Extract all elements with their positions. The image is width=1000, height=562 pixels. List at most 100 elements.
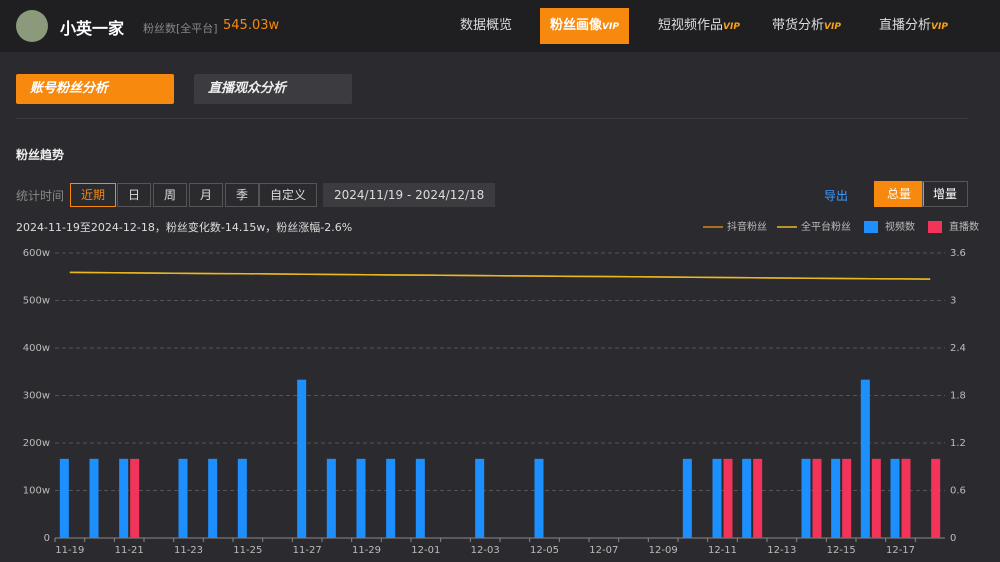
x-tick-label: 11-19 [55, 545, 84, 556]
export-button[interactable]: 导出 [824, 189, 849, 203]
y2-tick-label: 1.2 [950, 438, 966, 449]
bar [842, 458, 852, 538]
y2-tick-label: 3 [950, 296, 956, 307]
legend-label: 视频数 [885, 220, 915, 233]
vip-badge: VIP [931, 22, 948, 32]
bar [208, 458, 218, 538]
account-name: 小英一家 [60, 19, 125, 38]
legend-swatch [864, 221, 878, 233]
nav-item[interactable]: 数据概览 [450, 8, 522, 44]
x-tick-label: 11-21 [115, 545, 144, 556]
bar [415, 458, 425, 538]
bar [89, 458, 99, 538]
filter-option[interactable]: 周 [153, 183, 188, 207]
bar [237, 458, 247, 538]
nav-label: 粉丝画像 [550, 18, 603, 33]
bar [130, 458, 140, 538]
y2-tick-label: 0.6 [950, 486, 966, 497]
nav-item[interactable]: 带货分析VIP [762, 8, 851, 44]
legend-label: 直播数 [949, 220, 979, 233]
bar [682, 458, 692, 538]
filter-option[interactable]: 月 [189, 183, 224, 207]
bar [326, 458, 336, 538]
nav-item[interactable]: 短视频作品VIP [648, 8, 750, 44]
tab-strip [16, 62, 968, 119]
bar [119, 458, 129, 538]
y2-tick-label: 1.8 [950, 391, 966, 402]
y-tick-label: 100w [23, 486, 50, 497]
header: 小英一家 粉丝数[全平台] 545.03w 数据概览 粉丝画像VIP 短视频作品… [0, 0, 1000, 52]
tab[interactable]: 直播观众分析 [194, 74, 352, 104]
nav-label: 数据概览 [460, 18, 513, 33]
fans-value: 545.03w [223, 18, 280, 33]
y-tick-label: 500w [23, 296, 50, 307]
avatar [16, 10, 48, 42]
x-tick-label: 12-03 [471, 545, 500, 556]
bar [871, 458, 881, 538]
fans-label: 粉丝数[全平台] [143, 22, 218, 35]
bar [297, 379, 307, 538]
x-tick-label: 12-09 [649, 545, 678, 556]
x-tick-label: 12-05 [530, 545, 559, 556]
x-tick-label: 11-25 [233, 545, 262, 556]
y-tick-label: 200w [23, 438, 50, 449]
mode-button[interactable]: 总量 [874, 181, 925, 207]
legend-label: 抖音粉丝 [727, 220, 767, 233]
nav-label: 直播分析 [879, 18, 932, 33]
bar [901, 458, 911, 538]
y-tick-label: 600w [23, 248, 50, 259]
date-range[interactable]: 2024/11/19 - 2024/12/18 [323, 183, 496, 207]
mode-button[interactable]: 增量 [922, 181, 969, 207]
x-tick-label: 12-07 [589, 545, 618, 556]
nav-label: 带货分析 [772, 18, 825, 33]
bar [178, 458, 188, 538]
bar [386, 458, 396, 538]
vip-badge: VIP [824, 22, 841, 32]
bar [712, 458, 722, 538]
bar [801, 458, 811, 538]
filter-option[interactable]: 自定义 [259, 183, 318, 207]
section-title: 粉丝趋势 [16, 148, 65, 162]
filter-option[interactable]: 日 [117, 183, 152, 207]
vip-badge: VIP [602, 22, 619, 32]
filter-label: 统计时间 [16, 189, 65, 203]
nav-item[interactable]: 直播分析VIP [869, 8, 958, 44]
vip-badge: VIP [723, 22, 740, 32]
x-tick-label: 11-23 [174, 545, 203, 556]
nav-item[interactable]: 粉丝画像VIP [540, 8, 629, 44]
bar [356, 458, 366, 538]
x-tick-label: 11-29 [352, 545, 381, 556]
x-tick-label: 12-13 [767, 545, 796, 556]
bar [475, 458, 485, 538]
bar [812, 458, 822, 538]
filter-option[interactable]: 近期 [70, 183, 117, 207]
chart-subtitle: 2024-11-19至2024-12-18，粉丝变化数-14.15w，粉丝涨幅-… [16, 221, 353, 234]
x-tick-label: 12-11 [708, 545, 737, 556]
bar [742, 458, 752, 538]
legend-label: 全平台粉丝 [801, 220, 851, 233]
line [69, 271, 931, 280]
bar [723, 458, 733, 538]
bar [890, 458, 900, 538]
bar [753, 458, 763, 538]
y2-tick-label: 0 [950, 533, 956, 544]
x-tick-label: 11-27 [293, 545, 322, 556]
y-tick-label: 400w [23, 343, 50, 354]
y-tick-label: 300w [23, 391, 50, 402]
bar [59, 458, 69, 538]
nav-label: 短视频作品 [658, 18, 724, 33]
bar [931, 458, 941, 538]
x-tick-label: 12-17 [886, 545, 915, 556]
x-tick-label: 12-01 [411, 545, 440, 556]
bar [831, 458, 841, 538]
filter-option[interactable]: 季 [225, 183, 260, 207]
legend-swatch [928, 221, 942, 233]
y2-tick-label: 3.6 [950, 248, 966, 259]
y2-tick-label: 2.4 [950, 343, 966, 354]
bar [534, 458, 544, 538]
bar [860, 379, 870, 538]
tab[interactable]: 账号粉丝分析 [16, 74, 174, 104]
